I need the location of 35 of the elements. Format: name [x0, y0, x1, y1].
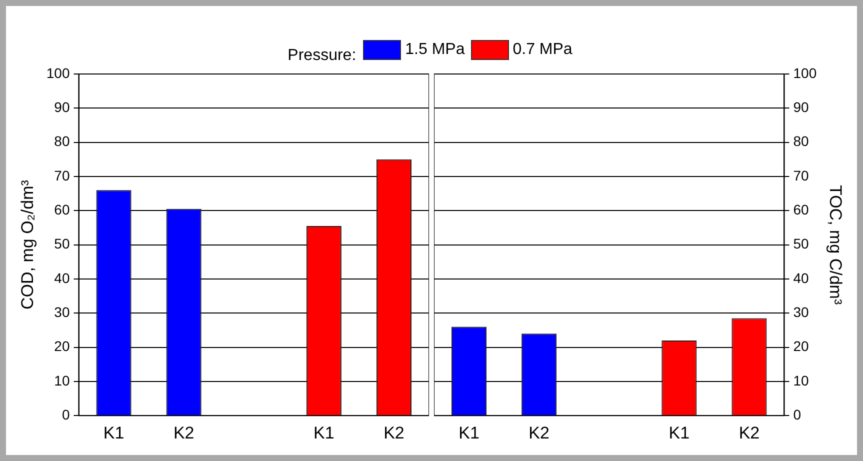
y2-tick-label: 20	[793, 338, 810, 354]
y-tick-label: 30	[54, 304, 70, 320]
x-tick-label: K2	[173, 423, 194, 442]
y2-tick-label: 70	[793, 167, 810, 184]
y2-tick-label: 30	[793, 304, 810, 320]
y2-tick-label: 90	[793, 99, 810, 116]
y2-tick-label: 100	[793, 64, 817, 81]
y-tick-label: 80	[54, 133, 70, 150]
x-tick-label: K2	[528, 423, 550, 442]
legend-label: 1.5 MPa	[405, 41, 465, 59]
y-tick-label: 10	[54, 372, 70, 388]
y-tick-label: 60	[54, 202, 70, 218]
x-tick-label: K2	[384, 423, 404, 442]
x-tick-label: K1	[458, 423, 480, 442]
y2-tick-label: 50	[793, 236, 810, 252]
y-tick-label: 100	[46, 64, 70, 81]
y2-tick-label: 40	[793, 270, 810, 286]
y2-axis-title: TOC, mg C/dm³	[826, 184, 846, 305]
y-tick-label: 40	[54, 270, 70, 286]
y-tick-label: 0	[62, 406, 70, 422]
y2-tick-label: 10	[793, 372, 810, 388]
y-axis-title: COD, mg O₂/dm³	[18, 180, 37, 310]
y2-tick-label: 80	[793, 133, 810, 150]
y-tick-label: 70	[54, 167, 70, 184]
y-tick-label: 50	[54, 236, 70, 252]
y2-tick-label: 60	[793, 202, 810, 218]
y2-tick-label: 0	[793, 406, 802, 422]
y-tick-label: 20	[54, 338, 70, 354]
legend-title: Pressure:	[288, 47, 356, 64]
y-tick-label: 90	[54, 99, 70, 116]
x-tick-label: K2	[738, 423, 760, 442]
x-tick-label: K1	[103, 423, 124, 442]
legend-label: 0.7 MPa	[512, 41, 572, 59]
x-tick-label: K1	[668, 423, 690, 442]
x-tick-label: K1	[314, 423, 334, 442]
